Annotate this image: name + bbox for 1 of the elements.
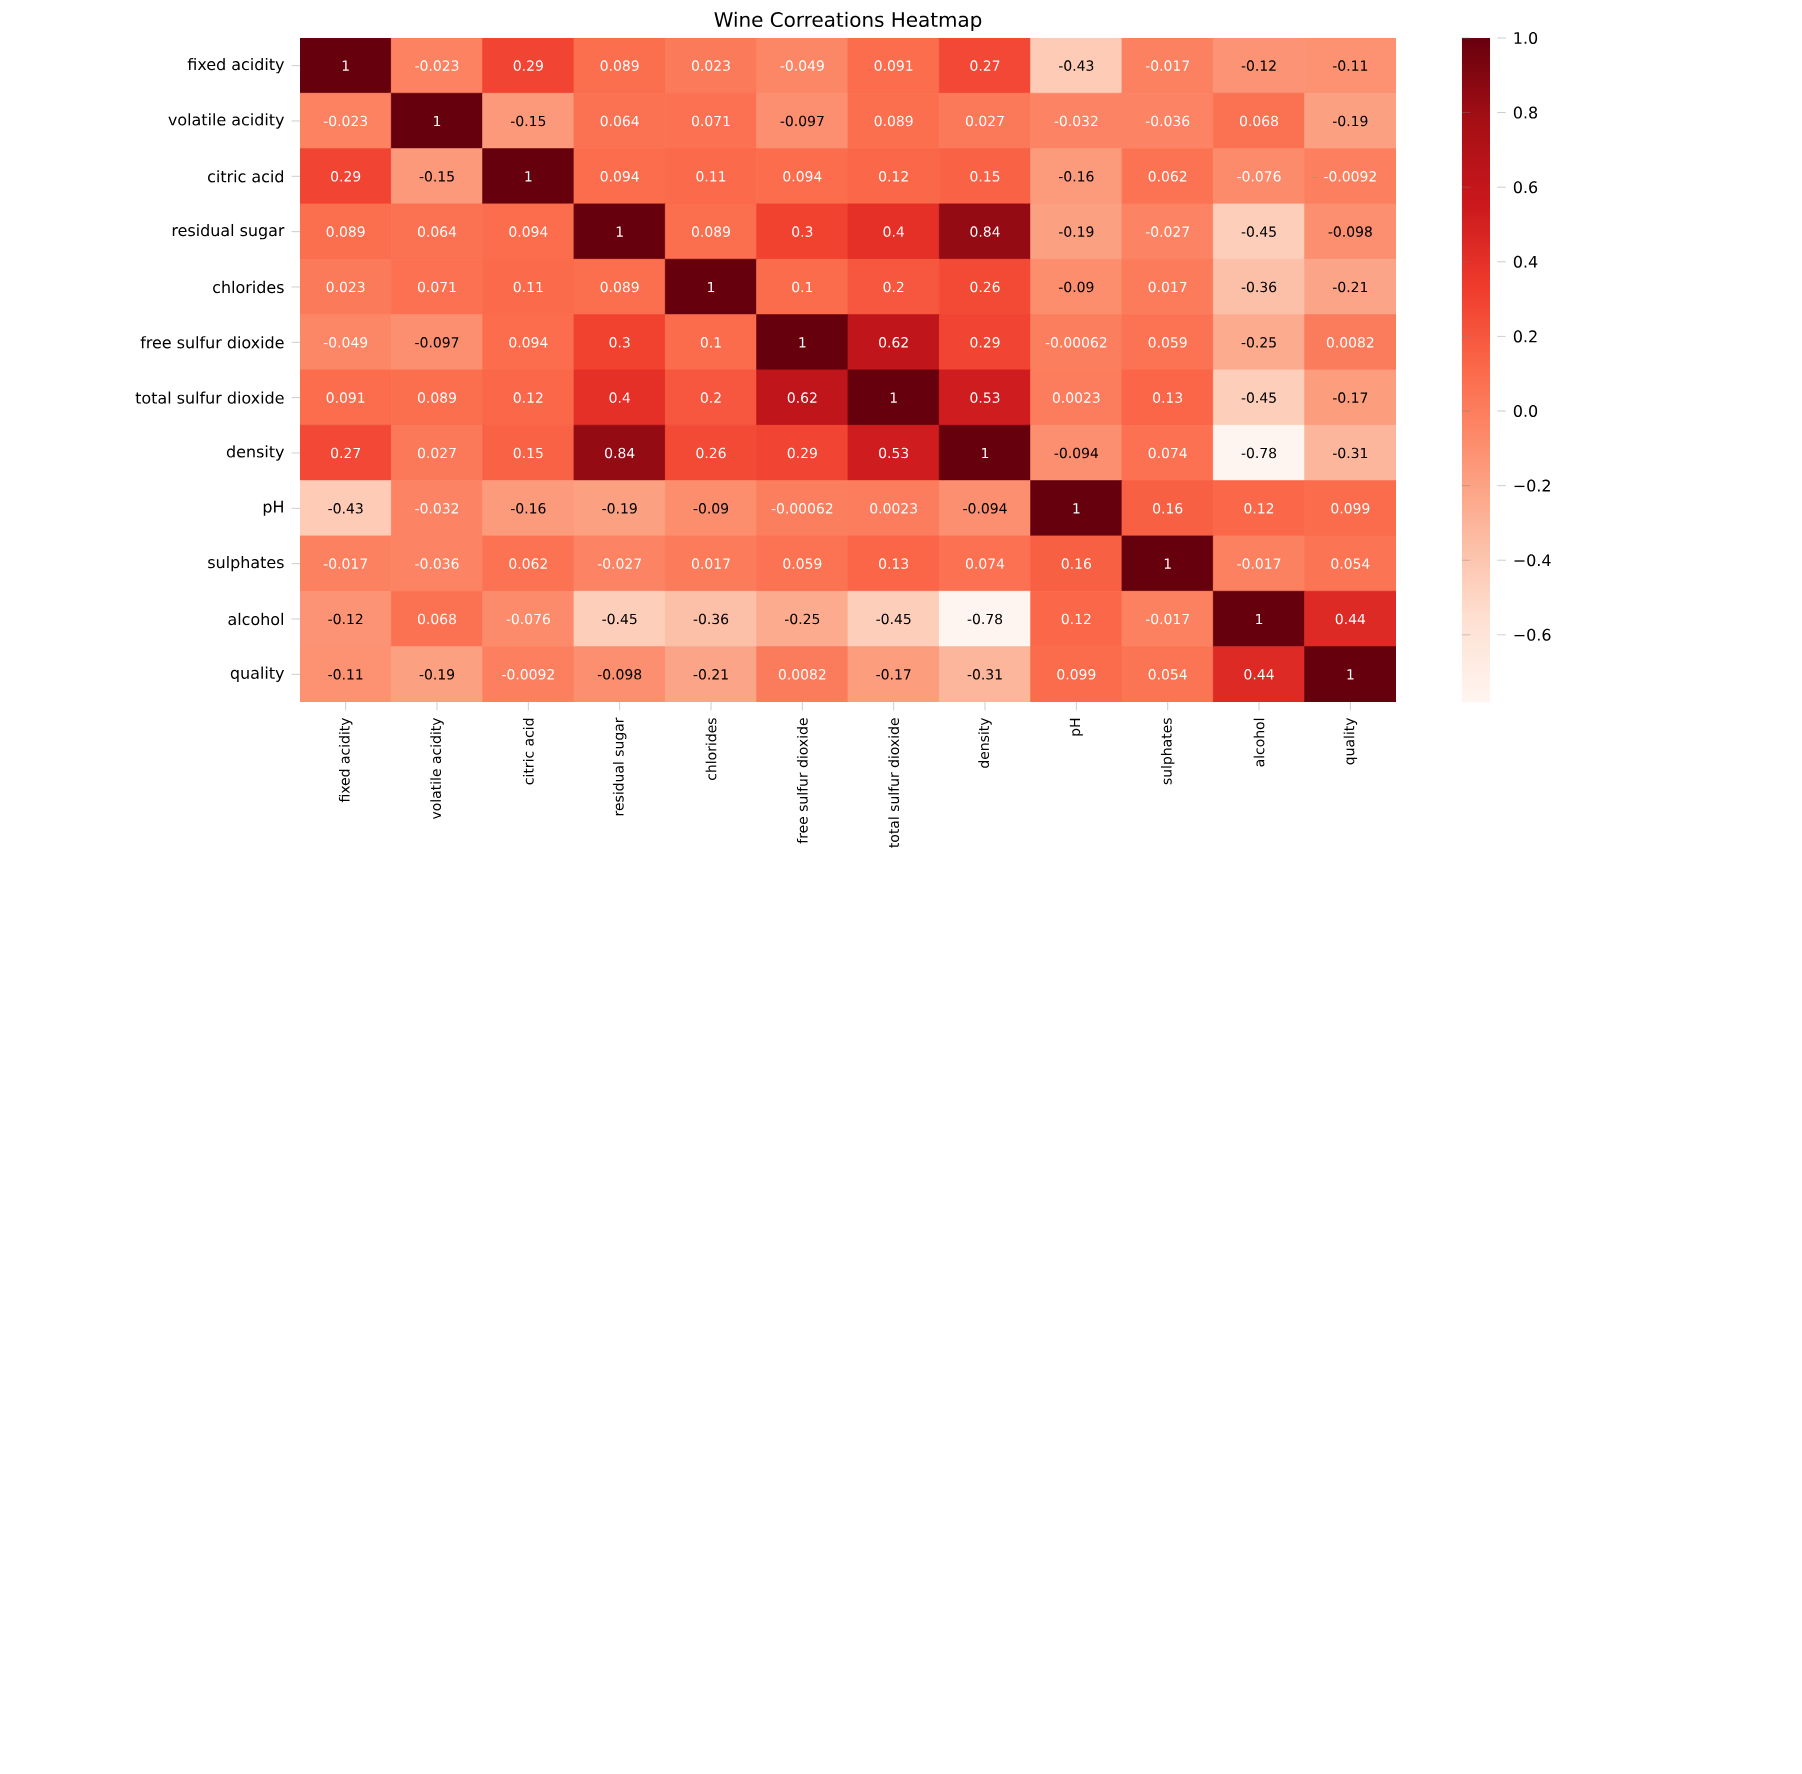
chart-title: Wine Correations Heatmap bbox=[714, 11, 982, 31]
